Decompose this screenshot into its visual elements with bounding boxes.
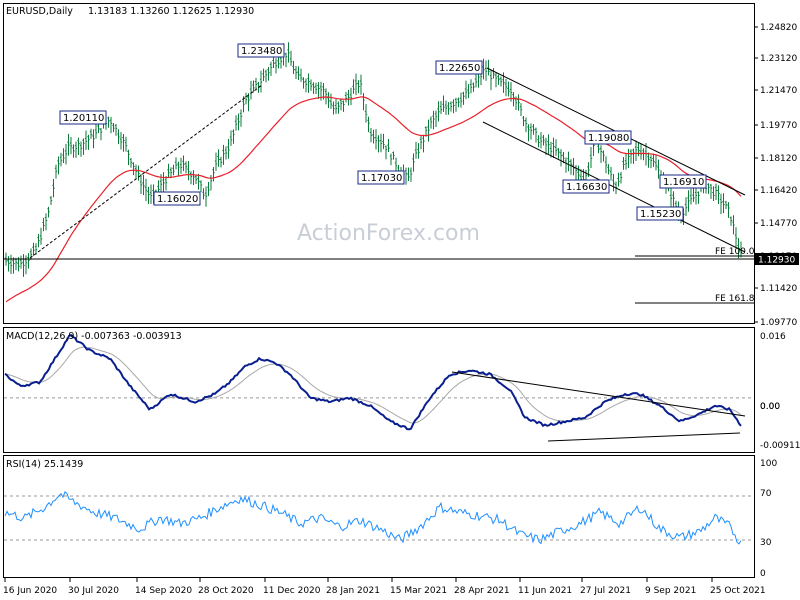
pivot-label: 1.20110 [63,113,104,124]
rsi-header: RSI(14) 25.1439 [6,459,83,470]
pivot-box [659,174,707,189]
rsi-tick-30: 30 [760,538,772,548]
pivot-label: 1.19080 [588,133,629,144]
rsi-panel [3,455,755,578]
current-price-label: 1.12930 [758,256,795,266]
time-tick-label: 14 Sep 2020 [135,586,192,596]
pivot-box [59,110,107,125]
pivot-label: 1.15230 [640,209,681,220]
pivot-box [562,179,610,194]
price-tick: 1.24820 [760,23,797,33]
macd-tick-top: 0.016 [760,332,786,342]
macd-main-line [4,333,742,431]
pivot-box [357,170,405,185]
pivot-label: 1.16910 [663,177,704,188]
rsi-tick-100: 100 [760,459,777,469]
price-axis: 1.24820 1.23120 1.21470 1.19770 1.18120 1.164… [754,23,797,328]
pivot-label: 1.17030 [361,173,402,184]
pivot-box [435,60,483,75]
fe-161-label: FE 161.8 [715,294,755,304]
time-axis: 16 Jun 2020 30 Jul 2020 14 Sep 2020 28 Oct … [3,578,766,596]
pivot-annotations: 1.23480 1.20110 1.16020 1.22650 1.17030 1.190… [59,43,707,221]
price-tick: 1.16420 [760,186,797,196]
fe-100-label: FE 100.0 [715,247,755,257]
pivot-label: 1.16630 [566,182,607,193]
price-tick: 1.11420 [760,284,797,294]
time-tick-label: 30 Jul 2020 [68,586,119,596]
price-tick: 1.19770 [760,121,797,131]
time-tick-label: 16 Jun 2020 [3,586,57,596]
time-tick-label: 9 Sep 2021 [645,586,696,596]
price-tick: 1.23120 [760,54,797,64]
time-tick-label: 11 Dec 2020 [263,586,321,596]
pivot-box [636,206,684,221]
time-tick-label: 27 Jul 2021 [580,586,631,596]
rsi-tick-0: 0 [760,569,766,579]
pivot-box [237,43,285,58]
macd-tick-zero-a: 0.00 [760,402,780,412]
macd-tick-zero-b: 0.00 [760,402,780,412]
macd-trendline-lower [547,432,741,442]
macd-header: MACD(12,26,9) -0.007363 -0.003913 [6,331,182,342]
price-tick: 1.14770 [760,219,797,229]
time-tick-label: 28 Oct 2020 [198,586,254,596]
watermark: ActionForex.com [297,221,480,246]
time-tick-label: 15 Mar 2021 [390,586,447,596]
macd-panel [3,327,755,453]
pivot-label: 1.23480 [241,46,282,57]
macd-tick-bottom: -0.009116 [760,441,800,451]
rsi-layer [4,491,754,545]
pivot-label: 1.16020 [157,194,198,205]
macd-layer [4,333,754,442]
pivot-box [153,191,201,206]
rsi-line [4,491,742,545]
symbol-label: EURUSD,Daily [6,6,73,17]
time-tick-label: 25 Oct 2021 [710,586,766,596]
current-price-box [755,253,799,265]
time-tick-label: 28 Jan 2021 [326,586,380,596]
time-tick-label: 28 Apr 2021 [454,586,510,596]
macd-signal-line [4,346,742,424]
price-panel [3,3,755,324]
time-tick-label: 11 Jun 2021 [518,586,572,596]
price-tick: 1.09770 [760,318,797,328]
ohlc-values: 1.13183 1.13260 1.12625 1.12930 [88,6,254,17]
ema-line [5,96,742,303]
rsi-tick-70: 70 [760,489,772,499]
dashed-trendline [29,84,263,259]
price-tick: 1.21470 [760,86,797,96]
channel-lower [482,121,746,253]
price-tick: 1.18120 [760,154,797,164]
pivot-box [584,130,632,145]
macd-trendline-upper [451,371,746,417]
pivot-label: 1.22650 [439,63,480,74]
